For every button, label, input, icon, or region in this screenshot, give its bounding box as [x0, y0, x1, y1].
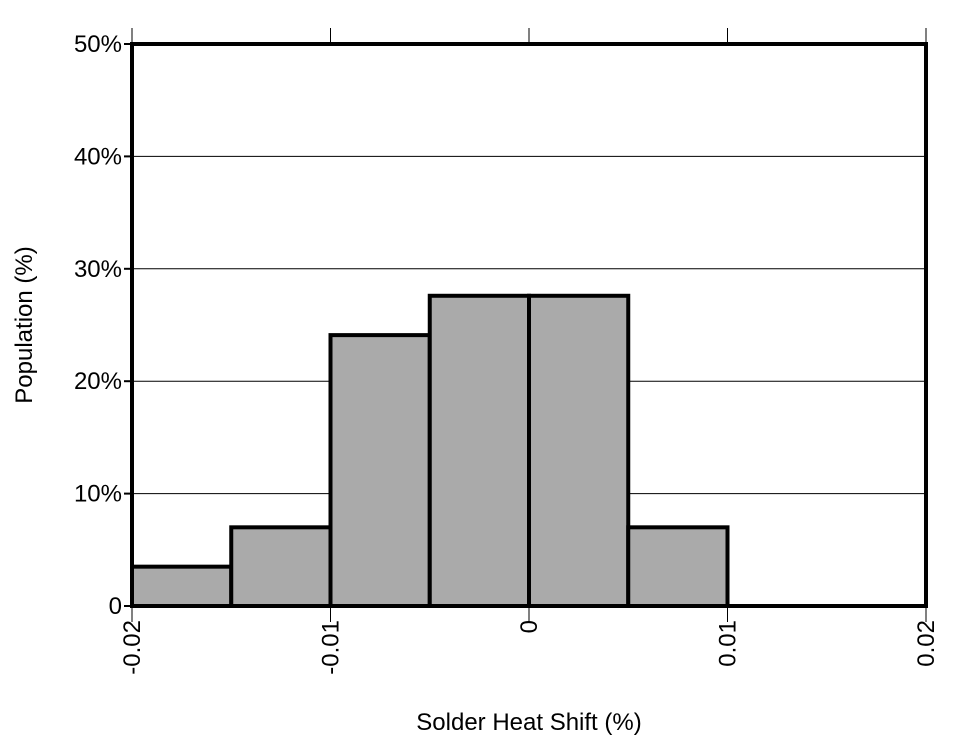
- bars-layer: [130, 293, 730, 609]
- histogram-bar-1: [130, 564, 234, 608]
- histogram-bar-2: [229, 525, 333, 609]
- x-tick-label: 0: [516, 620, 543, 633]
- histogram-bar-4: [427, 293, 531, 608]
- y-tick-label: 40%: [74, 143, 122, 170]
- x-tick-label: -0.02: [119, 620, 146, 675]
- x-tick-label: 0.01: [715, 620, 742, 667]
- ticks-layer: 0 10% 20% 30% 40% 50% -0.02 -0.01 0 0.01 0.02: [74, 28, 940, 675]
- y-tick-label: 20%: [74, 368, 122, 395]
- y-tick-label: 50%: [74, 31, 122, 58]
- histogram-bar-3: [328, 333, 432, 608]
- x-tick-label: -0.01: [318, 620, 345, 675]
- x-axis-title: Solder Heat Shift (%): [416, 709, 641, 736]
- y-tick-label: 0: [109, 593, 122, 620]
- y-tick-label: 10%: [74, 481, 122, 508]
- y-tick-label: 30%: [74, 256, 122, 283]
- histogram-bar-5: [527, 293, 631, 608]
- x-tick-label: 0.02: [913, 620, 940, 667]
- y-axis-title: Population (%): [11, 246, 38, 403]
- histogram-bar-6: [626, 525, 730, 609]
